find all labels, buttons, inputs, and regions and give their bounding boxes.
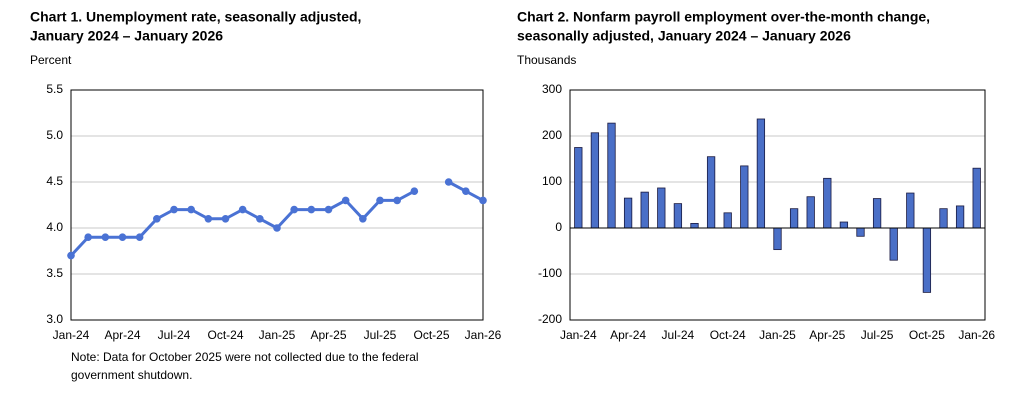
x-tick-label: Oct-25 [909, 328, 945, 342]
bar [690, 222, 699, 229]
data-point [341, 196, 350, 205]
data-point [376, 196, 384, 205]
x-tick-label: Jan-26 [958, 328, 995, 342]
line-series [69, 180, 484, 257]
data-point [170, 205, 178, 214]
x-tick-label: Jan-26 [465, 328, 502, 342]
bar [856, 227, 865, 237]
data-point [479, 196, 487, 205]
x-tick-label: Apr-24 [104, 328, 140, 342]
data-point [187, 205, 195, 214]
data-point [324, 205, 333, 214]
x-tick-label: Jan-25 [759, 328, 796, 342]
chart-title: seasonally adjusted, January 2024 – Janu… [517, 28, 851, 44]
y-tick-label: 4.5 [46, 174, 63, 188]
data-point [135, 233, 144, 241]
data-point [462, 187, 470, 195]
bar [806, 196, 815, 229]
bar [623, 197, 633, 229]
bar [756, 118, 766, 229]
data-point [290, 205, 298, 214]
x-tick-label: Jul-25 [861, 328, 894, 342]
data-point [256, 215, 264, 223]
bar [773, 227, 782, 251]
bar [673, 203, 683, 229]
y-tick-label: 4.0 [46, 220, 63, 234]
bar [972, 167, 981, 229]
note: government shutdown. [71, 368, 192, 382]
x-tick-label: Apr-25 [310, 328, 346, 342]
data-point [204, 215, 213, 223]
x-tick-label: Jan-25 [259, 328, 296, 342]
y-tick-label: 0 [555, 220, 562, 234]
data-point [101, 233, 110, 241]
bar [640, 191, 649, 229]
y-tick-label: 300 [542, 82, 562, 96]
x-tick-label: Jan-24 [53, 328, 90, 342]
y-axis-label: Percent [30, 53, 72, 67]
chart-title: Chart 1. Unemployment rate, seasonally a… [30, 9, 361, 25]
note: Note: Data for October 2025 were not col… [71, 350, 419, 364]
data-point [410, 187, 419, 195]
y-tick-label: 5.5 [46, 82, 63, 96]
y-tick-label: -200 [538, 312, 562, 326]
bar [939, 208, 948, 229]
x-tick-label: Oct-24 [710, 328, 746, 342]
bar [590, 132, 600, 229]
bar [906, 192, 915, 229]
bar [823, 177, 832, 229]
bar [955, 205, 965, 229]
bar [872, 198, 882, 229]
data-point [238, 205, 247, 214]
bar [839, 221, 849, 229]
x-tick-label: Jul-24 [158, 328, 191, 342]
plot-frame [70, 89, 484, 321]
bar [607, 122, 616, 229]
x-tick-label: Jan-24 [560, 328, 597, 342]
data-point [444, 178, 453, 186]
data-point [307, 205, 316, 214]
y-tick-label: 200 [542, 128, 562, 142]
data-point [393, 196, 401, 205]
chart-title: Chart 2. Nonfarm payroll employment over… [517, 9, 930, 25]
data-point [359, 215, 367, 223]
data-point [67, 251, 75, 260]
data-point [221, 215, 230, 223]
x-tick-label: Apr-24 [610, 328, 646, 342]
data-point [273, 224, 281, 232]
y-tick-label: 5.0 [46, 128, 63, 142]
bar [789, 208, 799, 229]
y-tick-label: -100 [538, 266, 562, 280]
x-tick-label: Apr-25 [809, 328, 845, 342]
y-axis-label: Thousands [517, 53, 576, 67]
bar [889, 227, 898, 261]
y-tick-label: 3.0 [46, 312, 63, 326]
data-point [118, 233, 127, 241]
x-tick-label: Oct-24 [207, 328, 243, 342]
bar [723, 212, 732, 229]
chart-title: January 2024 – January 2026 [30, 28, 223, 44]
data-point [153, 215, 161, 223]
data-point [84, 233, 92, 241]
x-tick-label: Jul-25 [364, 328, 397, 342]
y-tick-label: 100 [542, 174, 562, 188]
plot-frame [569, 89, 986, 321]
bar [706, 156, 716, 229]
bar [922, 227, 932, 293]
x-tick-label: Jul-24 [662, 328, 695, 342]
bar [657, 187, 666, 229]
bar [740, 165, 749, 229]
bar [574, 147, 583, 229]
x-tick-label: Oct-25 [413, 328, 449, 342]
y-tick-label: 3.5 [46, 266, 63, 280]
